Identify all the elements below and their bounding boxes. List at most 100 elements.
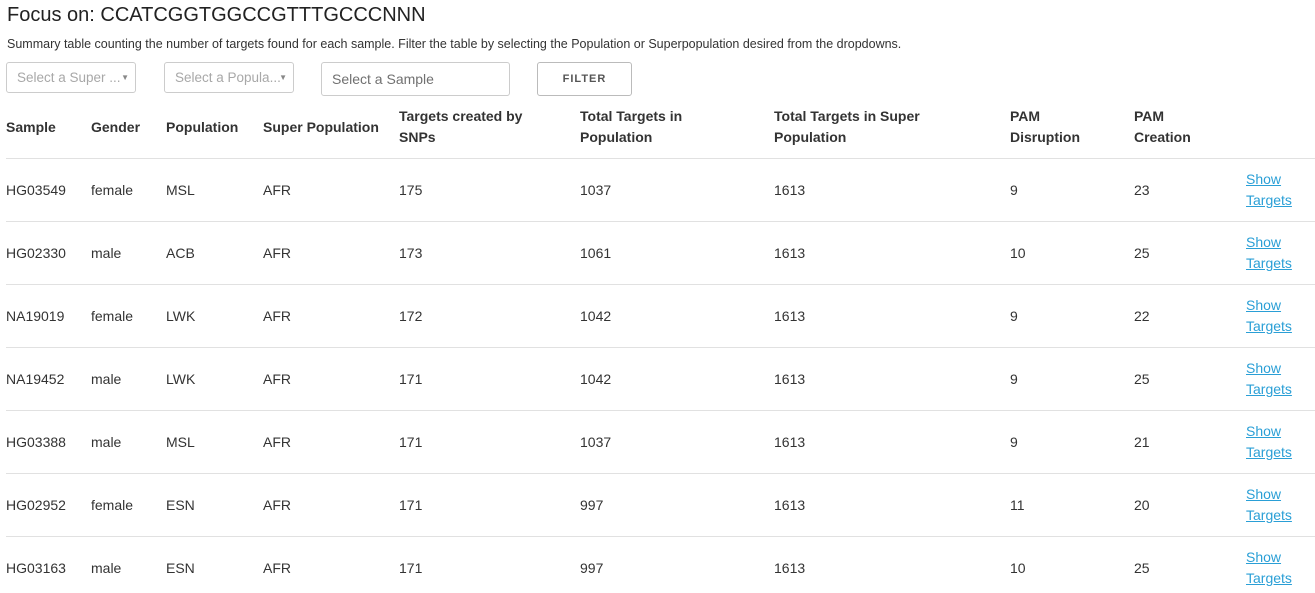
cell-pam-disruption: 9 [1010, 158, 1134, 222]
cell-sample: NA19019 [6, 284, 91, 348]
results-table: Sample Gender Population Super Populatio… [6, 96, 1315, 593]
cell-pop-targets: 997 [580, 473, 774, 537]
caret-down-icon: ▼ [279, 73, 287, 82]
cell-action: Show Targets [1246, 158, 1315, 222]
cell-gender: male [91, 347, 166, 411]
column-header-text: Targets created by SNPs [399, 108, 523, 145]
show-targets-link[interactable]: Show Targets [1246, 486, 1292, 523]
show-targets-link[interactable]: Show Targets [1246, 360, 1292, 397]
cell-snp-targets: 175 [399, 158, 580, 222]
cell-gender: female [91, 473, 166, 537]
cell-superpop-targets: 1613 [774, 473, 1010, 537]
cell-superpop-targets: 1613 [774, 410, 1010, 474]
cell-superpop-targets: 1613 [774, 536, 1010, 593]
cell-superpopulation: AFR [263, 221, 399, 285]
column-header: Population [166, 96, 263, 159]
cell-superpop-targets: 1613 [774, 158, 1010, 222]
column-header: Targets created by SNPs [399, 96, 580, 159]
cell-pam-creation: 23 [1134, 158, 1246, 222]
cell-pam-disruption: 10 [1010, 221, 1134, 285]
cell-pop-targets: 1061 [580, 221, 774, 285]
population-dropdown-placeholder: Select a Popula... [175, 70, 281, 85]
cell-gender: female [91, 284, 166, 348]
cell-snp-targets: 171 [399, 347, 580, 411]
cell-pam-creation: 25 [1134, 536, 1246, 593]
cell-pam-disruption: 9 [1010, 284, 1134, 348]
population-dropdown[interactable]: Select a Popula... ▼ [164, 62, 294, 93]
header-row: Sample Gender Population Super Populatio… [6, 96, 1315, 159]
table-row: NA19019 female LWK AFR 172 1042 1613 9 2… [6, 284, 1315, 348]
cell-population: MSL [166, 410, 263, 474]
table-row: HG03549 female MSL AFR 175 1037 1613 9 2… [6, 158, 1315, 222]
table-row: HG02330 male ACB AFR 173 1061 1613 10 25… [6, 221, 1315, 285]
cell-population: LWK [166, 284, 263, 348]
cell-superpopulation: AFR [263, 536, 399, 593]
cell-pam-creation: 21 [1134, 410, 1246, 474]
cell-snp-targets: 171 [399, 410, 580, 474]
column-header-text: Total Targets in Super Population [774, 108, 920, 145]
column-header-text: PAM Disruption [1010, 108, 1080, 145]
column-header: PAM Disruption [1010, 96, 1134, 159]
page-description: Summary table counting the number of tar… [7, 37, 902, 51]
cell-pop-targets: 1042 [580, 284, 774, 348]
column-header-text: PAM Creation [1134, 108, 1191, 145]
cell-superpop-targets: 1613 [774, 284, 1010, 348]
sample-search-input[interactable] [321, 62, 510, 96]
cell-superpop-targets: 1613 [774, 221, 1010, 285]
show-targets-link[interactable]: Show Targets [1246, 423, 1292, 460]
cell-population: ACB [166, 221, 263, 285]
show-targets-link[interactable]: Show Targets [1246, 171, 1292, 208]
table-row: HG03388 male MSL AFR 171 1037 1613 9 21 … [6, 410, 1315, 474]
column-header-text: Total Targets in Population [580, 108, 683, 145]
cell-superpopulation: AFR [263, 473, 399, 537]
cell-pam-creation: 25 [1134, 347, 1246, 411]
cell-pam-disruption: 9 [1010, 347, 1134, 411]
table-row: HG02952 female ESN AFR 171 997 1613 11 2… [6, 473, 1315, 537]
cell-superpopulation: AFR [263, 410, 399, 474]
cell-gender: male [91, 221, 166, 285]
cell-sample: HG02952 [6, 473, 91, 537]
cell-sample: HG02330 [6, 221, 91, 285]
superpopulation-dropdown-placeholder: Select a Super ... [17, 70, 121, 85]
cell-action: Show Targets [1246, 536, 1315, 593]
column-header: Sample [6, 96, 91, 159]
cell-superpop-targets: 1613 [774, 347, 1010, 411]
show-targets-link[interactable]: Show Targets [1246, 234, 1292, 271]
cell-action: Show Targets [1246, 221, 1315, 285]
cell-snp-targets: 173 [399, 221, 580, 285]
cell-population: LWK [166, 347, 263, 411]
cell-superpopulation: AFR [263, 158, 399, 222]
cell-population: ESN [166, 536, 263, 593]
cell-sample: HG03163 [6, 536, 91, 593]
filter-button[interactable]: FILTER [537, 62, 632, 96]
cell-pop-targets: 1037 [580, 158, 774, 222]
cell-pam-creation: 25 [1134, 221, 1246, 285]
cell-pam-disruption: 9 [1010, 410, 1134, 474]
cell-action: Show Targets [1246, 473, 1315, 537]
table-row: HG03163 male ESN AFR 171 997 1613 10 25 … [6, 536, 1315, 593]
column-header [1246, 96, 1315, 159]
cell-snp-targets: 171 [399, 536, 580, 593]
cell-pam-disruption: 10 [1010, 536, 1134, 593]
column-header: Super Population [263, 96, 399, 159]
cell-gender: male [91, 410, 166, 474]
show-targets-link[interactable]: Show Targets [1246, 297, 1292, 334]
cell-population: ESN [166, 473, 263, 537]
cell-action: Show Targets [1246, 347, 1315, 411]
page-title: Focus on: CCATCGGTGGCCGTTTGCCCNNN [7, 4, 426, 26]
cell-gender: female [91, 158, 166, 222]
cell-action: Show Targets [1246, 410, 1315, 474]
cell-sample: HG03388 [6, 410, 91, 474]
cell-action: Show Targets [1246, 284, 1315, 348]
show-targets-link[interactable]: Show Targets [1246, 549, 1292, 586]
caret-down-icon: ▼ [121, 73, 129, 82]
cell-snp-targets: 172 [399, 284, 580, 348]
table-body: HG03549 female MSL AFR 175 1037 1613 9 2… [6, 158, 1315, 593]
column-header: Total Targets in Super Population [774, 96, 1010, 159]
column-header: Total Targets in Population [580, 96, 774, 159]
cell-population: MSL [166, 158, 263, 222]
cell-superpopulation: AFR [263, 284, 399, 348]
superpopulation-dropdown[interactable]: Select a Super ... ▼ [6, 62, 136, 93]
table-row: NA19452 male LWK AFR 171 1042 1613 9 25 … [6, 347, 1315, 411]
cell-pam-creation: 20 [1134, 473, 1246, 537]
